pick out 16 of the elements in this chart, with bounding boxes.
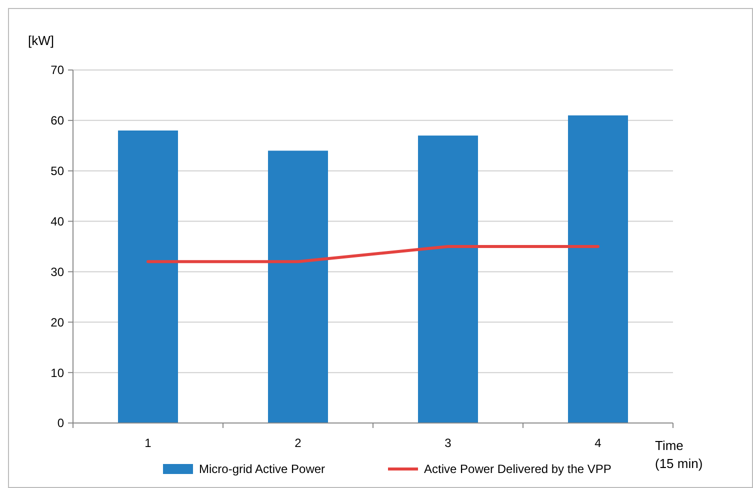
x-tick-label: 3 [444, 436, 452, 450]
y-axis-title: [kW] [28, 33, 54, 48]
y-tick-label: 20 [50, 315, 64, 330]
legend-label: Micro-grid Active Power [199, 462, 326, 476]
y-tick-label: 50 [50, 164, 64, 178]
x-tick-label: 1 [144, 436, 152, 450]
x-axis-title: Time (15 min) [655, 438, 703, 471]
y-tick-label: 30 [50, 264, 64, 279]
legend-label: Active Power Delivered by the VPP [424, 462, 612, 476]
y-tick-label: 10 [50, 366, 64, 380]
x-tick-label: 2 [294, 436, 302, 450]
y-tick-label: 60 [50, 114, 64, 128]
y-tick-label: 70 [50, 63, 64, 78]
y-tick-label: 40 [50, 214, 64, 228]
x-tick-label: 4 [594, 436, 602, 450]
y-tick-label: 0 [57, 416, 64, 430]
